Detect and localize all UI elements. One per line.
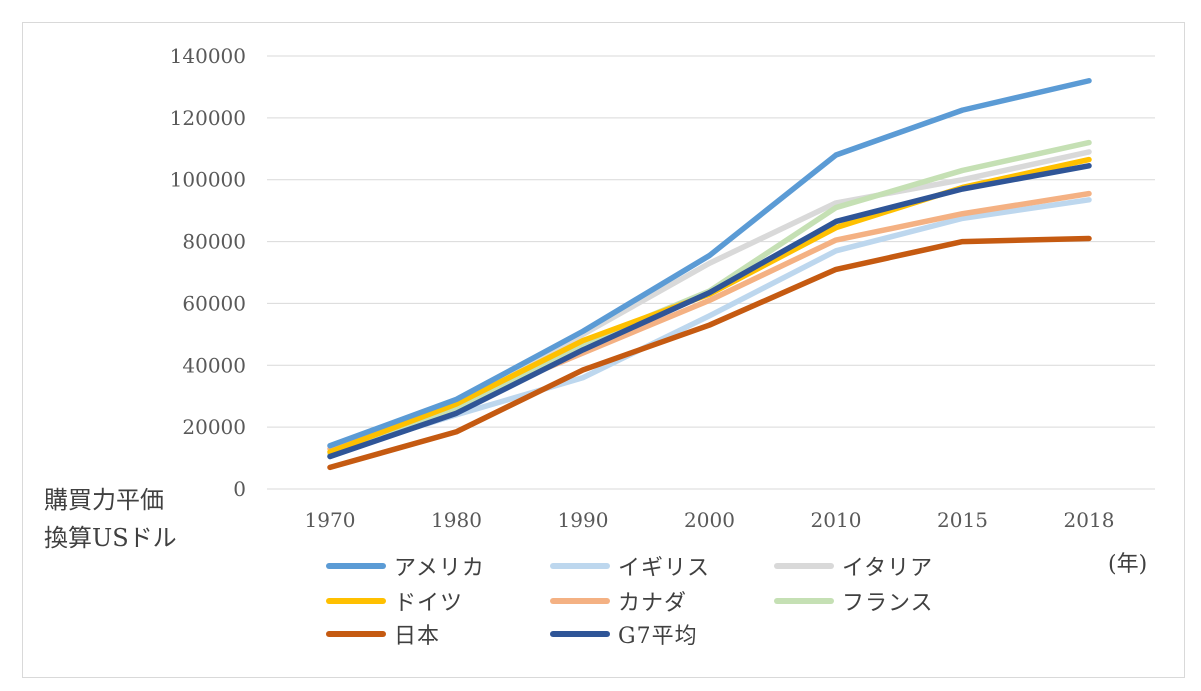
y-tick-label: 60000	[182, 291, 246, 315]
legend-item: イタリア	[774, 551, 933, 581]
series-line-ドイツ	[327, 156, 1092, 455]
series-line-アメリカ	[327, 77, 1092, 449]
y-axis-ticks: 0 20000 40000 60000 80000 100000 120000 140000	[170, 44, 246, 501]
x-tick-label: 2010	[811, 508, 862, 532]
x-tick-label: 2018	[1064, 508, 1115, 532]
legend-label: G7平均	[618, 624, 698, 649]
chart-frame	[22, 22, 1185, 678]
x-axis-unit-label: (年)	[1108, 552, 1148, 577]
legend-label: アメリカ	[394, 556, 485, 581]
legend-label: ドイツ	[394, 591, 464, 616]
y-tick-label: 20000	[182, 415, 246, 439]
x-tick-label: 2000	[684, 508, 735, 532]
legend-label: イタリア	[842, 556, 934, 581]
legend-swatch	[550, 631, 610, 637]
y-tick-label: 100000	[170, 168, 246, 192]
x-axis-ticks: 1970 1980 1990 2000 2010 2015 2018	[305, 508, 1115, 532]
legend-item: カナダ	[550, 586, 687, 616]
y-tick-label: 120000	[170, 106, 246, 130]
legend-item: アメリカ	[326, 551, 485, 581]
legend-item: 日本	[326, 619, 440, 649]
legend-label: フランス	[842, 591, 934, 616]
y-axis-label-line-2: 換算USドル	[44, 524, 177, 552]
y-tick-label: 80000	[182, 230, 246, 254]
series-lines	[327, 77, 1092, 471]
y-tick-label: 40000	[182, 353, 246, 377]
legend-item: イギリス	[550, 551, 710, 581]
legend-swatch	[326, 598, 386, 604]
x-tick-label: 1990	[558, 508, 609, 532]
legend-swatch	[774, 598, 834, 604]
legend-swatch	[774, 563, 834, 569]
legend-label: イギリス	[618, 556, 711, 581]
x-tick-label: 1970	[305, 508, 356, 532]
legend-swatch	[550, 563, 610, 569]
legend-label: カナダ	[618, 591, 688, 616]
y-tick-label: 0	[233, 477, 246, 501]
series-line-日本	[327, 235, 1092, 471]
legend-item: フランス	[774, 586, 934, 616]
y-tick-label: 140000	[170, 44, 246, 68]
legend-item: G7平均	[550, 619, 698, 649]
legend-swatch	[326, 563, 386, 569]
y-axis-label-line-1: 購買力平価	[44, 486, 164, 514]
legend-label: 日本	[394, 624, 441, 649]
legend-swatch	[326, 631, 386, 637]
x-tick-label: 1980	[431, 508, 482, 532]
x-tick-label: 2015	[937, 508, 988, 532]
series-line-G7平均	[327, 163, 1092, 460]
legend-swatch	[550, 598, 610, 604]
legend-item: ドイツ	[326, 586, 463, 616]
